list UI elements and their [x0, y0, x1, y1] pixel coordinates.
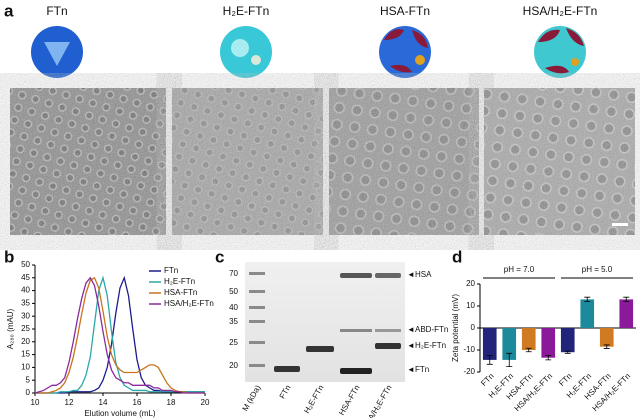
lane-label: M (kDa)	[241, 383, 263, 412]
band-label: HSA	[415, 270, 432, 279]
panel-label: d	[452, 247, 462, 266]
bar	[502, 328, 517, 360]
x-axis-label: Elution volume (mL)	[84, 409, 155, 418]
error-bar	[623, 296, 630, 302]
y-tick-label: 20	[466, 279, 475, 288]
lane-label: H₂E-FTn	[302, 384, 325, 415]
y-tick-label: 10	[21, 363, 30, 372]
legend-label: FTn	[164, 266, 178, 275]
bar	[580, 299, 595, 328]
y-tick-label: 15	[21, 350, 30, 359]
svg-text:◄: ◄	[407, 325, 415, 334]
lane-label: FTn	[278, 384, 293, 401]
error-bar	[564, 350, 571, 354]
gel	[245, 262, 405, 382]
x-tick-label: 20	[201, 398, 210, 407]
y-tick-label: 25	[21, 324, 30, 333]
error-bar	[603, 344, 610, 349]
error-bar	[545, 355, 552, 361]
y-tick-label: 5	[26, 375, 31, 384]
y-tick-label: -20	[463, 367, 475, 376]
bar	[619, 299, 634, 328]
marker-label: 20	[229, 361, 238, 370]
panel-label: c	[215, 247, 224, 266]
legend-label: HSA/H₂E-FTn	[164, 299, 214, 308]
y-tick-label: 20	[21, 337, 30, 346]
y-tick-label: 0	[471, 323, 476, 332]
sample-title: HSA-FTn	[380, 4, 430, 18]
y-axis-label: A₂₈₀ (mAU)	[6, 308, 15, 349]
y-tick-label: 40	[21, 286, 30, 295]
error-bar	[486, 355, 493, 365]
series-line	[35, 276, 205, 394]
svg-text:◄: ◄	[407, 341, 415, 350]
legend-label: HSA-FTn	[164, 288, 197, 297]
group-label: pH = 7.0	[504, 265, 535, 274]
group-label: pH = 5.0	[582, 265, 613, 274]
x-tick-label: FTn	[479, 372, 495, 388]
series-line	[34, 276, 205, 394]
bar	[541, 328, 556, 358]
micrographs	[10, 88, 635, 235]
y-tick-label: 10	[466, 301, 475, 310]
y-tick-label: 30	[21, 311, 30, 320]
y-axis-label: Zeta potential (mV)	[451, 294, 460, 362]
sample-title: H₂E-FTn	[223, 4, 270, 18]
bar	[560, 328, 575, 353]
marker-label: 70	[229, 269, 238, 278]
y-tick-label: -10	[463, 345, 475, 354]
lane-label: HSA/H₂E-FTn	[361, 384, 394, 418]
band-label: H₂E-FTn	[415, 341, 446, 350]
x-tick-label: 16	[133, 398, 142, 407]
band-arrows: ◄ ◄ ◄ ◄	[407, 270, 415, 374]
x-tick-label: 12	[65, 398, 74, 407]
lane-label: HSA-FTn	[337, 384, 361, 417]
panel-label: a	[4, 1, 14, 20]
svg-text:◄: ◄	[407, 270, 415, 279]
marker-label: 35	[229, 317, 238, 326]
band-label: ABD-FTn	[415, 325, 448, 334]
marker-label: 50	[229, 287, 238, 296]
y-tick-label: 0	[26, 388, 31, 397]
bar	[521, 328, 536, 350]
sample-title: FTn	[46, 4, 67, 18]
svg-text:◄: ◄	[407, 365, 415, 374]
x-tick-label: 10	[31, 398, 40, 407]
bar	[599, 328, 614, 347]
legend-label: H₂E-FTn	[164, 277, 195, 286]
error-bar	[525, 347, 532, 353]
bar	[482, 328, 497, 360]
y-tick-label: 50	[21, 260, 30, 269]
y-tick-label: 45	[21, 273, 30, 282]
x-tick-label: FTn	[557, 372, 573, 388]
error-bar	[584, 296, 591, 302]
protein-models	[31, 26, 586, 78]
marker-label: 40	[229, 303, 238, 312]
sample-title: HSA/H₂E-FTn	[523, 4, 598, 18]
x-tick-label: 14	[99, 398, 108, 407]
marker-label: 25	[229, 338, 238, 347]
y-tick-label: 35	[21, 299, 30, 308]
panel-label: b	[4, 247, 14, 266]
x-tick-label: 18	[167, 398, 176, 407]
error-bar	[506, 352, 513, 367]
band-label: FTn	[415, 365, 429, 374]
